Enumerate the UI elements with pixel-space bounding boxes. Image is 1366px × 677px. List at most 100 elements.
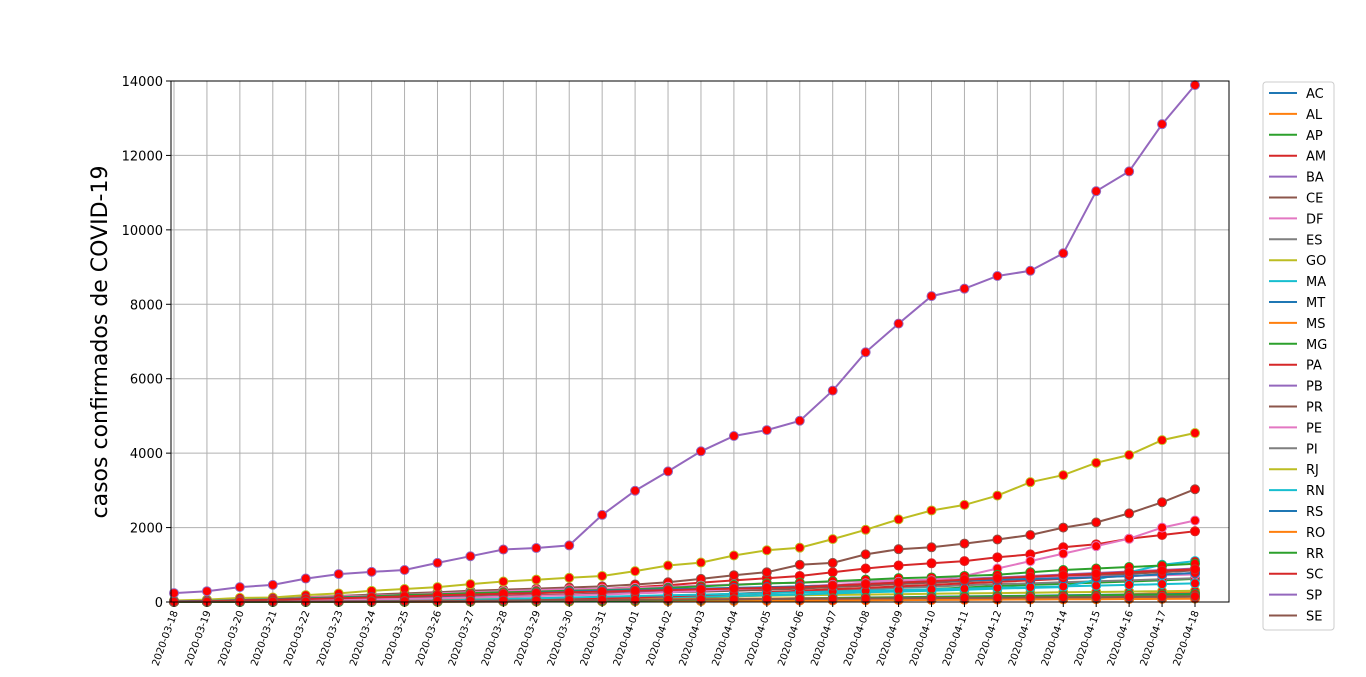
legend-label-ap: AP <box>1306 129 1323 144</box>
data-point-se <box>1091 592 1102 603</box>
legend-label-am: AM <box>1306 150 1326 165</box>
data-point-sc <box>695 584 706 595</box>
data-point-ce <box>827 557 838 568</box>
data-point-ce <box>1157 497 1168 508</box>
legend-label-rn: RN <box>1306 484 1325 499</box>
data-point-se <box>992 592 1003 603</box>
x-tick-label: 2020-04-03 <box>678 609 708 667</box>
data-point-se <box>959 592 970 603</box>
x-tick-label: 2020-04-15 <box>1073 609 1103 667</box>
data-point-rj <box>1058 470 1069 481</box>
legend-label-rs: RS <box>1306 505 1323 520</box>
data-point-sp <box>893 318 904 329</box>
data-point-rj <box>992 490 1003 501</box>
data-point-sc <box>1190 564 1200 575</box>
x-tick-label: 2020-03-22 <box>282 609 312 667</box>
x-tick-label: 2020-04-06 <box>776 609 806 667</box>
legend-label-ro: RO <box>1306 526 1325 541</box>
data-point-sp <box>465 551 476 562</box>
data-point-ce <box>794 559 805 570</box>
data-point-rn <box>1025 582 1036 593</box>
legend-label-ms: MS <box>1306 317 1325 332</box>
data-point-ce <box>959 538 970 549</box>
series-lines <box>173 84 1196 603</box>
data-point-sp <box>399 564 410 575</box>
data-point-sp <box>1190 80 1200 91</box>
x-tick-label: 2020-04-05 <box>743 609 773 667</box>
data-point-sp <box>827 385 838 396</box>
x-tick-label: 2020-04-07 <box>809 609 839 667</box>
data-point-sp <box>992 271 1003 282</box>
data-point-sc <box>893 577 904 588</box>
data-point-sp <box>597 509 608 520</box>
data-point-rj <box>1025 477 1036 488</box>
data-point-sc <box>728 583 739 594</box>
legend-label-rr: RR <box>1306 547 1324 562</box>
data-point-rj <box>1124 450 1135 461</box>
x-tick-label: 2020-03-24 <box>348 609 378 667</box>
data-point-ce <box>992 534 1003 545</box>
data-point-rn <box>1157 579 1168 590</box>
legend-label-se: SE <box>1306 610 1322 625</box>
data-point-sc <box>992 573 1003 584</box>
y-axis-label: casos confirmados de COVID-19 <box>88 166 113 519</box>
data-point-rj <box>794 542 805 553</box>
legend-label-ba: BA <box>1306 171 1324 186</box>
data-point-se <box>926 593 937 604</box>
data-point-ce <box>893 544 904 555</box>
data-point-ce <box>1058 522 1069 533</box>
data-point-rj <box>827 534 838 545</box>
legend-label-pi: PI <box>1306 442 1318 457</box>
data-point-df <box>1025 556 1036 567</box>
legend-label-pe: PE <box>1306 421 1322 436</box>
data-point-sp <box>201 586 212 597</box>
legend-label-al: AL <box>1306 108 1323 123</box>
legend-label-ma: MA <box>1306 275 1326 290</box>
x-tick-label: 2020-03-23 <box>315 609 345 667</box>
legend-label-mg: MG <box>1306 338 1327 353</box>
data-point-df <box>1190 515 1200 526</box>
data-point-sp <box>959 283 970 294</box>
data-point-ce <box>1190 484 1200 495</box>
data-point-df <box>1058 548 1069 559</box>
data-point-sp <box>498 544 509 555</box>
data-point-sc <box>597 586 608 597</box>
y-tick-label: 4000 <box>130 447 163 462</box>
data-point-rj <box>630 566 641 577</box>
data-point-se <box>1058 592 1069 603</box>
data-point-ce <box>728 570 739 581</box>
legend-label-pa: PA <box>1306 359 1322 374</box>
data-point-sc <box>926 576 937 587</box>
y-tick-label: 6000 <box>130 373 163 388</box>
y-tick-label: 0 <box>155 596 163 611</box>
data-point-sp <box>432 557 443 568</box>
x-tick-label: 2020-04-01 <box>612 609 642 667</box>
data-point-sc <box>827 580 838 591</box>
data-point-sp <box>1124 166 1135 177</box>
data-point-rj <box>432 582 443 593</box>
data-point-sp <box>1025 265 1036 276</box>
data-point-sp <box>531 543 542 554</box>
data-point-rn <box>1190 578 1200 589</box>
data-point-rn <box>1124 579 1135 590</box>
data-point-sc <box>1124 567 1135 578</box>
data-point-rn <box>959 583 970 594</box>
plot-frame <box>170 80 1230 603</box>
data-point-sc <box>794 582 805 593</box>
x-tick-label: 2020-03-30 <box>546 609 576 667</box>
data-point-rj <box>564 572 575 583</box>
data-point-am <box>926 558 937 569</box>
data-point-rj <box>959 499 970 510</box>
data-point-rj <box>860 524 871 535</box>
x-tick-label: 2020-03-26 <box>414 609 444 667</box>
data-point-ce <box>1091 517 1102 528</box>
data-point-am <box>860 563 871 574</box>
data-point-ce <box>1025 530 1036 541</box>
x-tick-label: 2020-03-25 <box>381 609 411 667</box>
x-tick-label: 2020-04-17 <box>1139 609 1169 667</box>
data-point-sc <box>1058 570 1069 581</box>
x-tick-label: 2020-04-18 <box>1172 609 1202 667</box>
series-line-sc <box>173 568 1196 603</box>
legend-label-mt: MT <box>1306 296 1325 311</box>
y-tick-label: 12000 <box>122 149 163 164</box>
